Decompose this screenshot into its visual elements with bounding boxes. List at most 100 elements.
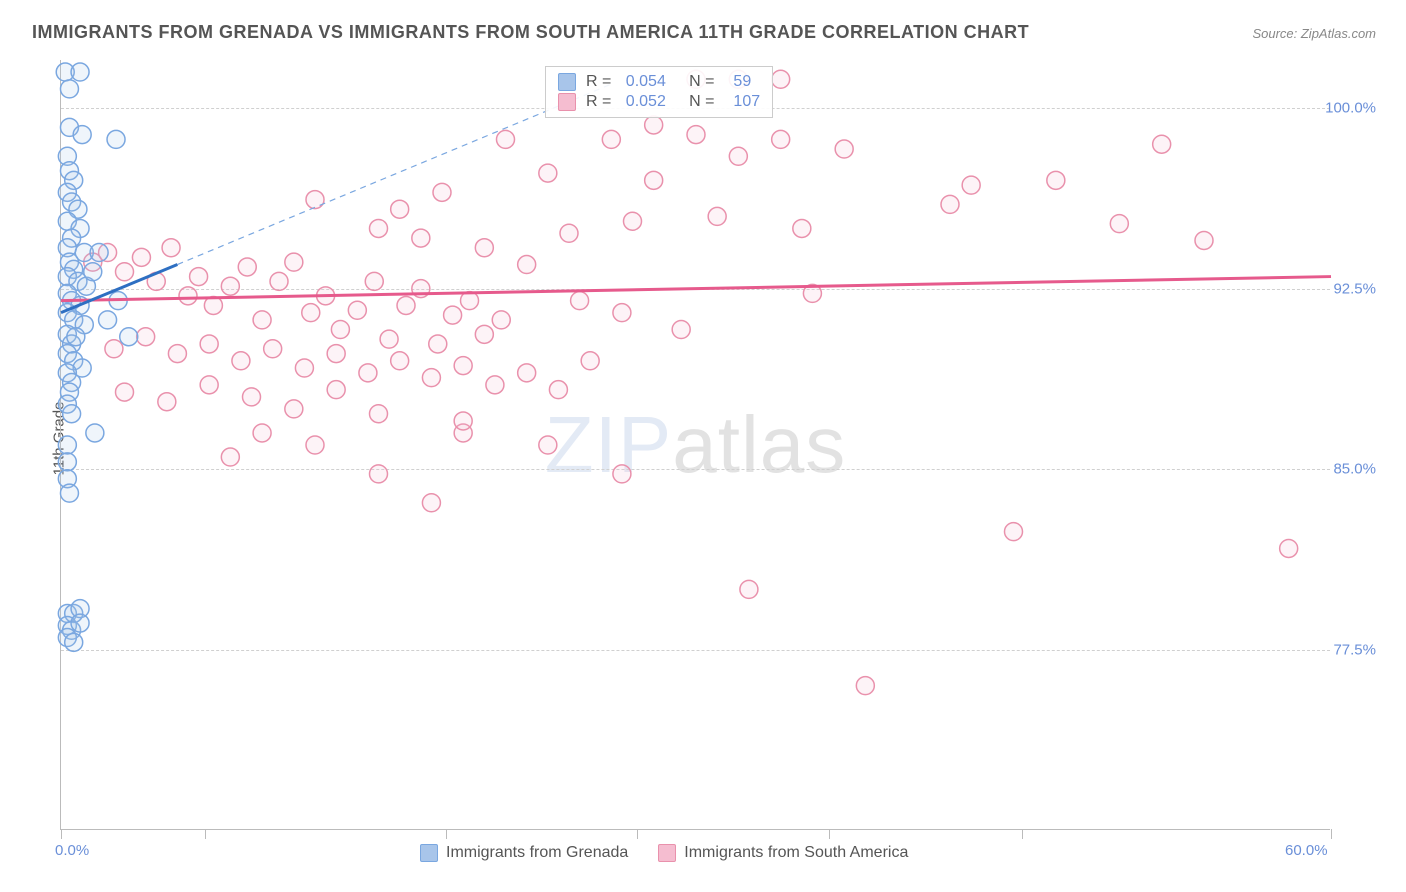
data-point (71, 614, 89, 632)
legend-swatch (420, 844, 438, 862)
data-point (645, 116, 663, 134)
data-point (232, 352, 250, 370)
data-point (90, 244, 108, 262)
data-point (58, 239, 76, 257)
data-point (941, 195, 959, 213)
data-point (645, 171, 663, 189)
x-tick (205, 829, 206, 839)
data-point (243, 388, 261, 406)
data-point (331, 321, 349, 339)
data-point (69, 200, 87, 218)
data-point (107, 130, 125, 148)
data-point (60, 484, 78, 502)
data-point (58, 284, 76, 302)
data-point (58, 268, 76, 286)
data-point (168, 345, 186, 363)
data-point (560, 224, 578, 242)
data-point (962, 176, 980, 194)
data-point (793, 219, 811, 237)
data-point (518, 364, 536, 382)
data-point (63, 621, 81, 639)
data-point (486, 376, 504, 394)
data-point (1153, 135, 1171, 153)
data-point (63, 335, 81, 353)
data-point (370, 219, 388, 237)
data-point (67, 328, 85, 346)
data-point (109, 292, 127, 310)
data-point (58, 395, 76, 413)
data-point (58, 325, 76, 343)
y-tick-label: 85.0% (1333, 461, 1376, 478)
data-point (708, 207, 726, 225)
data-point (391, 352, 409, 370)
r-label: R = (586, 93, 616, 111)
data-point (84, 253, 102, 271)
n-label: N = (676, 73, 724, 91)
data-point (497, 130, 515, 148)
data-point (391, 200, 409, 218)
data-point (58, 212, 76, 230)
data-point (221, 277, 239, 295)
data-point (1280, 539, 1298, 557)
data-point (71, 600, 89, 618)
data-point (253, 424, 271, 442)
data-point (475, 325, 493, 343)
x-tick (446, 829, 447, 839)
scatter-svg (61, 60, 1331, 830)
data-point (295, 359, 313, 377)
data-point (99, 244, 117, 262)
data-point (422, 494, 440, 512)
data-point (539, 164, 557, 182)
legend-row: R = 0.054 N = 59 (558, 73, 760, 91)
data-point (204, 296, 222, 314)
data-point (433, 183, 451, 201)
data-point (63, 373, 81, 391)
data-point (302, 304, 320, 322)
gridline-h (61, 650, 1330, 651)
data-point (380, 330, 398, 348)
data-point (58, 616, 76, 634)
data-point (58, 604, 76, 622)
data-point (856, 677, 874, 695)
data-point (58, 470, 76, 488)
data-point (137, 328, 155, 346)
data-point (264, 340, 282, 358)
gridline-h (61, 469, 1330, 470)
data-point (549, 381, 567, 399)
data-point (132, 248, 150, 266)
data-point (60, 118, 78, 136)
r-value: 0.054 (626, 73, 666, 91)
data-point (120, 328, 138, 346)
data-point (412, 229, 430, 247)
source-attribution: Source: ZipAtlas.com (1252, 26, 1376, 41)
data-point (444, 306, 462, 324)
legend-item: Immigrants from Grenada (420, 844, 628, 862)
data-point (687, 126, 705, 144)
data-point (285, 253, 303, 271)
data-point (200, 335, 218, 353)
data-point (327, 345, 345, 363)
data-point (158, 393, 176, 411)
data-point (60, 80, 78, 98)
legend-swatch (558, 73, 576, 91)
data-point (71, 219, 89, 237)
y-tick-label: 92.5% (1333, 280, 1376, 297)
data-point (58, 183, 76, 201)
data-point (58, 147, 76, 165)
data-point (58, 345, 76, 363)
data-point (63, 229, 81, 247)
data-point (602, 130, 620, 148)
data-point (58, 364, 76, 382)
data-point (56, 63, 74, 81)
data-point (539, 436, 557, 454)
legend-row: R = 0.052 N = 107 (558, 93, 760, 111)
gridline-h (61, 289, 1330, 290)
data-point (359, 364, 377, 382)
data-point (60, 383, 78, 401)
data-point (454, 412, 472, 430)
data-point (77, 277, 95, 295)
legend-item: Immigrants from South America (658, 844, 908, 862)
data-point (60, 253, 78, 271)
data-point (397, 296, 415, 314)
x-tick (829, 829, 830, 839)
